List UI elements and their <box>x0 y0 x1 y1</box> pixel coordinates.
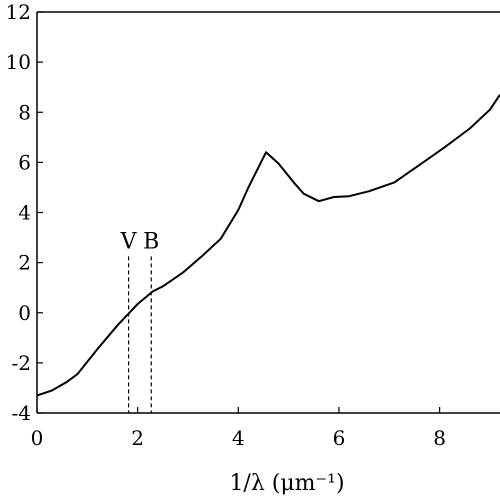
y-tick-label: -2 <box>12 351 31 375</box>
x-tick-label: 4 <box>232 426 245 450</box>
y-tick-label: 8 <box>18 100 31 124</box>
series-line <box>36 94 500 397</box>
y-tick-label: -4 <box>12 401 31 425</box>
x-tick-label: 0 <box>31 426 44 450</box>
y-tick-label: 6 <box>18 150 31 174</box>
plot-area: -4 -2 0 2 4 6 8 10 12 0 2 4 6 8 V B <box>6 0 500 450</box>
x-tick-label: 8 <box>433 426 446 450</box>
x-axis-label: 1/λ (μm⁻¹) <box>229 471 344 496</box>
marker-label: V <box>120 229 138 254</box>
marker-label: B <box>143 229 159 254</box>
x-tick-label: 2 <box>131 426 144 450</box>
y-tick-label: 10 <box>6 50 31 74</box>
y-tick-label: 2 <box>18 251 31 275</box>
y-tick-label: 12 <box>6 0 31 24</box>
y-tick-label: 4 <box>18 201 31 225</box>
y-tick-label: 0 <box>18 301 31 325</box>
x-tick-label: 6 <box>333 426 346 450</box>
